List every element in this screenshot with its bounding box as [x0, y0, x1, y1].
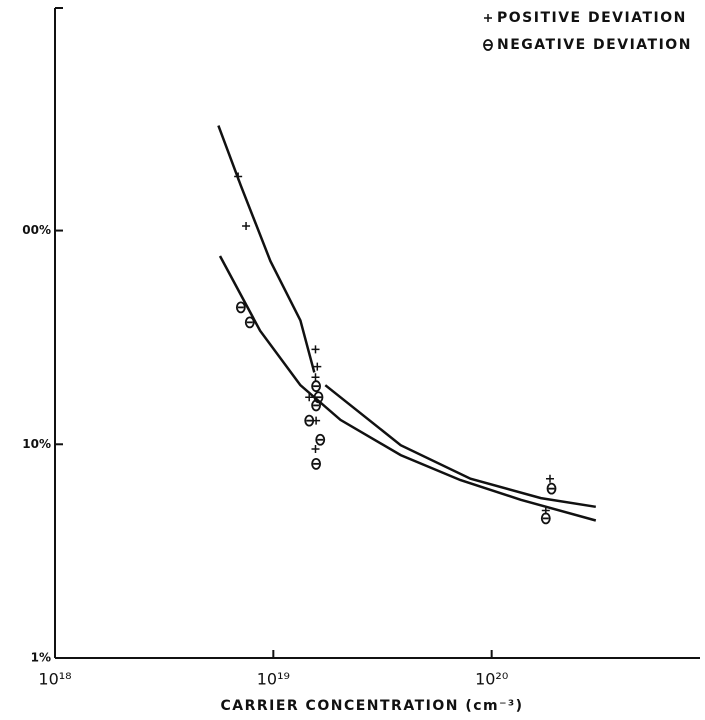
fit-curve [217, 125, 596, 509]
marker-part [311, 399, 322, 412]
x-axis-label: CARRIER CONCENTRATION (cm⁻³) [220, 698, 523, 714]
marker-part [315, 433, 326, 446]
legend-marker [483, 39, 493, 51]
legend-marker [484, 14, 492, 22]
marker-part [304, 414, 315, 427]
y-tick-label: 00% [22, 223, 51, 237]
data-point [313, 362, 322, 371]
data-point [311, 345, 320, 354]
x-tick-label: 10²⁰ [475, 670, 508, 689]
data-point [311, 380, 322, 393]
data-point [311, 457, 322, 470]
marker-part [540, 512, 551, 525]
legend-label: NEGATIVE DEVIATION [497, 37, 692, 53]
data-point [311, 399, 322, 412]
data-point [304, 414, 315, 427]
data-point [311, 445, 320, 454]
marker-part [546, 482, 557, 495]
data-point [315, 433, 326, 446]
y-tick-label: 1% [31, 651, 51, 665]
data-point [546, 482, 557, 495]
data-point [545, 474, 554, 483]
marker-part [244, 316, 255, 329]
y-tick-label: 10% [22, 437, 51, 451]
data-point [540, 512, 551, 525]
data-point [305, 393, 314, 402]
x-tick-label: 10¹⁸ [38, 670, 71, 689]
marker-part [235, 301, 246, 314]
data-point [244, 316, 255, 329]
data-point [311, 373, 320, 382]
data-point [235, 301, 246, 314]
data-point [234, 172, 243, 181]
marker-part [311, 380, 322, 393]
data-point [242, 222, 251, 231]
marker-part [483, 39, 493, 51]
marker-part [311, 457, 322, 470]
fit-curve [218, 255, 597, 522]
legend-label: POSITIVE DEVIATION [497, 10, 687, 26]
x-tick-label: 10¹⁹ [257, 670, 290, 689]
